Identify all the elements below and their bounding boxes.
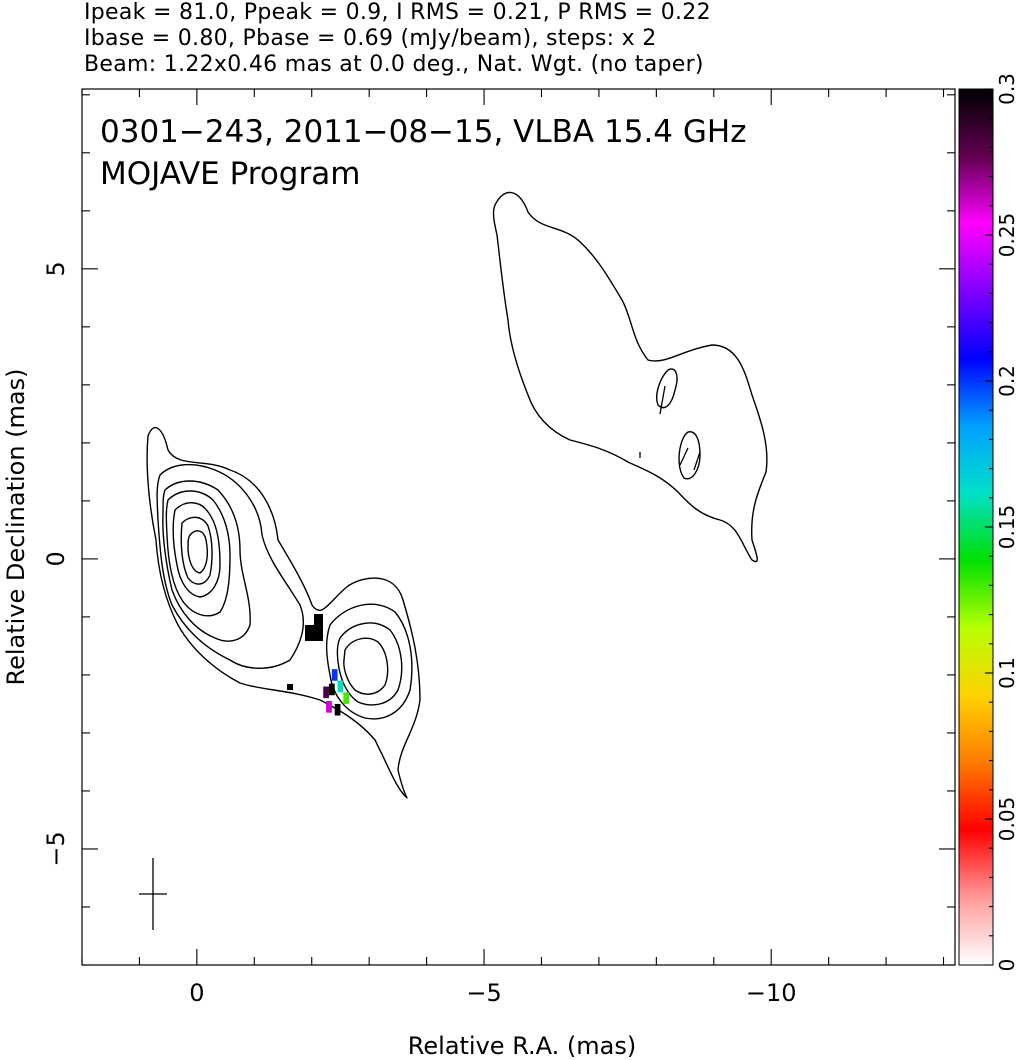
colorbar-tick-label: 0.3 [995, 73, 1019, 105]
contour-knot-2 [336, 622, 403, 706]
contour-jet-blob-2 [678, 431, 701, 480]
contour-knot-1 [325, 603, 413, 720]
polarization-vectors [639, 385, 701, 471]
polarization-pixel [343, 692, 350, 704]
pol-vector [679, 447, 689, 466]
y-tick-label: −5 [42, 831, 70, 866]
contour-level-5 [172, 502, 221, 598]
beam-marker [139, 858, 167, 930]
contours [146, 191, 768, 799]
y-tick-label: 5 [42, 261, 70, 276]
pixel-block [287, 684, 293, 690]
colorbar-tick-label: 0.05 [995, 797, 1019, 842]
axis-tick-labels: 0 −5 −10 −5 0 5 [42, 261, 797, 1007]
y-tick-label: 0 [42, 551, 70, 566]
polarization-pixels [323, 669, 350, 716]
colorbar-tick-label: 0 [995, 959, 1019, 972]
contour-level-6 [180, 516, 213, 585]
x-axis-label: Relative R.A. (mas) [408, 1032, 636, 1060]
pixel-block [305, 625, 323, 641]
colorbar-tick-label: 0.2 [995, 365, 1019, 397]
pol-vector [693, 451, 701, 471]
polarization-pixel [334, 703, 341, 716]
polarization-pixel [331, 669, 338, 681]
contour-knot-3 [343, 637, 389, 695]
contour-level-7 [187, 530, 209, 574]
x-tick-label: −5 [466, 979, 501, 1007]
pixel-blocks [287, 614, 323, 690]
contour-level-4 [165, 490, 231, 617]
contour-level-1 [146, 426, 421, 799]
colorbar-tick-label: 0.1 [995, 657, 1019, 689]
chart-title: 0301−243, 2011−08−15, VLBA 15.4 GHz [100, 114, 746, 150]
map-header: Ipeak = 81.0, Ppeak = 0.9, I RMS = 0.21,… [84, 0, 984, 78]
plot-frame [81, 88, 956, 966]
polarization-pixel [328, 683, 335, 696]
y-axis-label: Relative Declination (mas) [2, 368, 30, 685]
chart-subtitle: MOJAVE Program [100, 156, 360, 192]
peak-rms-line: Ipeak = 81.0, Ppeak = 0.9, I RMS = 0.21,… [84, 0, 711, 25]
pixel-block [314, 614, 323, 626]
colorbar-tick-label: 0.15 [995, 505, 1019, 550]
colorbar-ticks: 0 0.05 0.1 0.15 0.2 0.25 0.3 [985, 73, 1019, 971]
polarization-pixel [323, 686, 329, 699]
contour-jet-extended [492, 191, 768, 563]
x-tick-label: −10 [746, 979, 797, 1007]
x-tick-label: 0 [189, 979, 204, 1007]
contour-level-2 [156, 463, 304, 669]
beam-info-line: Beam: 1.22x0.46 mas at 0.0 deg., Nat. Wg… [84, 52, 704, 77]
axis-ticks [81, 89, 955, 966]
contour-level-3 [162, 480, 251, 642]
colorbar-tick-label: 0.25 [995, 213, 1019, 258]
polarization-pixel [326, 701, 332, 713]
pol-vector [659, 385, 666, 415]
base-steps-line: Ibase = 0.80, Pbase = 0.69 (mJy/beam), s… [84, 26, 657, 51]
contour-jet-blob-1 [656, 368, 678, 409]
polarization-pixel [337, 680, 344, 693]
